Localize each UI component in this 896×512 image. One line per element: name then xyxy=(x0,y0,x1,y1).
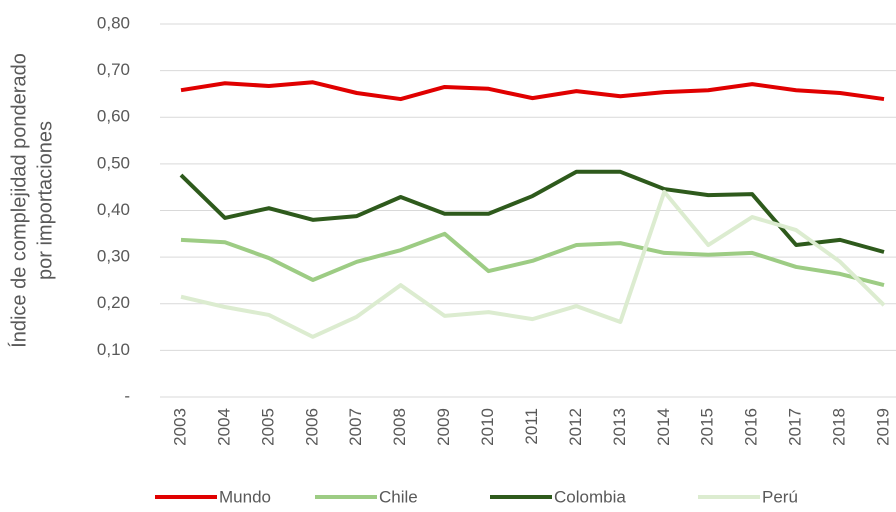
x-tick-label: 2004 xyxy=(214,408,233,446)
x-tick-label: 2012 xyxy=(566,408,585,446)
y-axis-label: por importaciones xyxy=(34,121,56,280)
legend-item: Mundo xyxy=(155,487,271,506)
y-tick-label: 0,30 xyxy=(97,247,130,266)
legend-item: Chile xyxy=(315,487,418,506)
x-tick-label: 2013 xyxy=(610,408,629,446)
x-tick-label: 2007 xyxy=(346,408,365,446)
y-tick-label: 0,50 xyxy=(97,153,130,172)
x-tick-label: 2003 xyxy=(170,408,189,446)
series-line xyxy=(180,80,885,102)
legend-label: Chile xyxy=(379,487,418,506)
y-tick-label: 0,20 xyxy=(97,293,130,312)
x-tick-label: 2006 xyxy=(302,408,321,446)
series-line xyxy=(180,189,886,339)
x-tick-label: 2008 xyxy=(390,408,409,446)
x-tick-label: 2015 xyxy=(698,408,717,446)
y-tick-label: 0,60 xyxy=(97,107,130,126)
y-tick-label: 0,80 xyxy=(97,13,130,32)
legend-label: Colombia xyxy=(554,487,626,506)
x-tick-label: 2010 xyxy=(478,408,497,446)
x-tick-label: 2019 xyxy=(873,408,892,446)
y-axis-label: Índice de complejidad ponderado xyxy=(7,53,30,348)
x-tick-label: 2014 xyxy=(654,408,673,446)
legend-item: Perú xyxy=(698,487,798,506)
legend-label: Perú xyxy=(762,487,798,506)
x-tick-label: 2016 xyxy=(742,408,761,446)
x-tick-label: 2005 xyxy=(258,408,277,446)
series-line xyxy=(179,169,885,254)
y-tick-label: 0,70 xyxy=(97,60,130,79)
x-tick-label: 2017 xyxy=(786,408,805,446)
y-tick-label: 0,40 xyxy=(97,200,130,219)
x-tick-label: 2009 xyxy=(434,408,453,446)
y-tick-label: - xyxy=(124,386,130,405)
x-tick-label: 2011 xyxy=(522,408,541,445)
legend-item: Colombia xyxy=(490,487,626,506)
legend-label: Mundo xyxy=(219,487,271,506)
series-line xyxy=(180,231,885,288)
y-tick-label: 0,10 xyxy=(97,340,130,359)
x-tick-label: 2018 xyxy=(830,408,849,446)
